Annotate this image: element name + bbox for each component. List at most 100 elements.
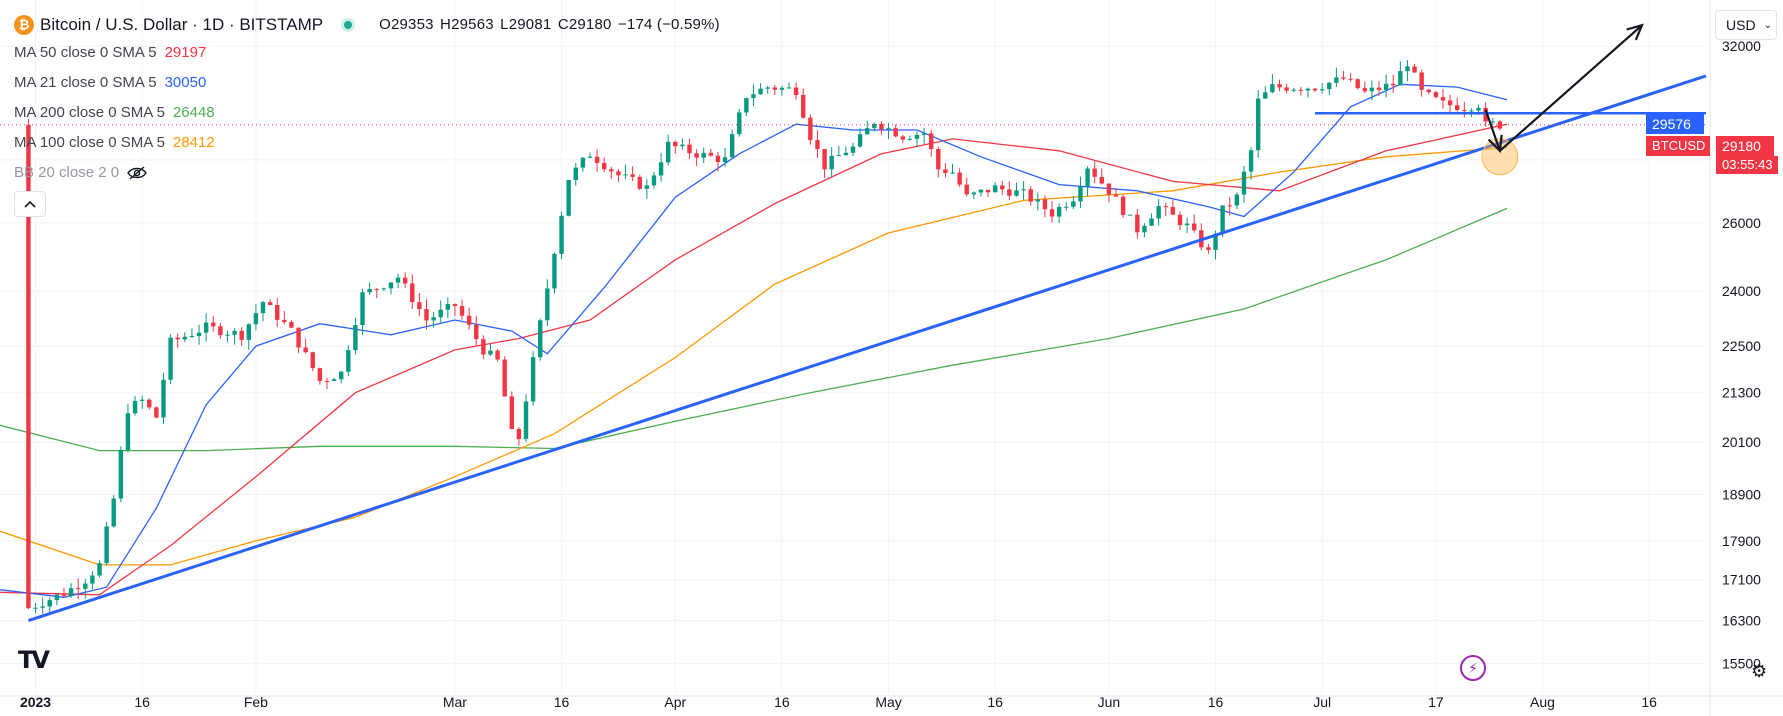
- symbol-title[interactable]: Bitcoin / U.S. Dollar · 1D · BITSTAMP: [40, 15, 324, 34]
- candle: [310, 351, 315, 372]
- candle: [1156, 198, 1161, 226]
- indicator-bb[interactable]: BB 20 close 2 0: [14, 158, 722, 188]
- candle: [950, 163, 955, 175]
- gear-icon[interactable]: ⚙: [1751, 661, 1768, 681]
- indicator-ma-200[interactable]: MA 200 close 0 SMA 5 26448: [14, 98, 722, 128]
- candle: [338, 370, 344, 384]
- candle: [68, 583, 74, 598]
- candle-body: [964, 184, 969, 195]
- candle-body: [1334, 77, 1339, 83]
- candle: [758, 83, 763, 95]
- candle: [772, 84, 778, 96]
- indicator-ma-21[interactable]: MA 21 close 0 SMA 5 30050: [14, 68, 722, 98]
- candle-body: [943, 169, 948, 174]
- candle-body: [466, 315, 472, 325]
- candle-body: [1298, 89, 1304, 91]
- candle-body: [310, 352, 315, 369]
- candle-body: [516, 428, 522, 440]
- candle: [296, 327, 301, 354]
- candle-body: [353, 325, 358, 351]
- candle-body: [523, 401, 529, 440]
- candle: [602, 157, 607, 173]
- candle: [921, 128, 927, 144]
- indicator-ma-50[interactable]: MA 50 close 0 SMA 5 29197: [14, 38, 722, 68]
- indicator-value: 29197: [164, 44, 207, 61]
- candle-body: [1064, 206, 1069, 208]
- candle: [1369, 80, 1375, 101]
- candle: [474, 315, 479, 347]
- candle: [765, 85, 770, 94]
- candle-body: [47, 600, 52, 607]
- candle: [907, 135, 913, 141]
- candle: [964, 177, 969, 197]
- candle-body: [1120, 196, 1126, 215]
- candle-body: [459, 306, 465, 316]
- support-trendline: [27, 74, 1707, 622]
- candle-body: [737, 112, 742, 135]
- market-status-icon[interactable]: [341, 18, 356, 32]
- candle-body: [168, 337, 173, 380]
- candle: [545, 279, 550, 327]
- candle-body: [246, 324, 251, 340]
- candle-body: [161, 379, 166, 418]
- candle: [751, 84, 756, 107]
- candle-body: [971, 192, 977, 195]
- candle-body: [324, 380, 330, 382]
- candle-body: [701, 152, 706, 158]
- candle: [1199, 223, 1204, 251]
- candle: [253, 304, 259, 331]
- currency-select[interactable]: USD ⌄: [1715, 10, 1777, 40]
- collapse-legend-button[interactable]: [14, 191, 46, 217]
- candle-body: [680, 144, 685, 147]
- candle: [637, 174, 642, 191]
- candle-body: [1142, 225, 1147, 233]
- candle: [154, 406, 159, 419]
- eye-off-icon[interactable]: [127, 166, 147, 180]
- candle: [793, 82, 799, 100]
- candle: [203, 313, 209, 342]
- lightning-icon[interactable]: ⚡: [1460, 655, 1486, 681]
- candle-body: [1213, 233, 1218, 250]
- ma-100-line: [0, 146, 1508, 566]
- candle: [1426, 88, 1431, 95]
- candle-body: [744, 98, 749, 113]
- high-value: H29563: [440, 16, 494, 33]
- candle-body: [267, 302, 273, 306]
- candle: [538, 318, 543, 361]
- candle: [161, 372, 166, 425]
- candle-body: [1412, 66, 1417, 73]
- candle: [139, 395, 145, 409]
- candle-body: [1327, 82, 1332, 90]
- price-tick-label: 16300: [1722, 613, 1761, 629]
- level-price-tag: 29576: [1646, 114, 1704, 134]
- candle-body: [1305, 88, 1311, 91]
- candle: [54, 593, 60, 606]
- candle: [445, 297, 451, 319]
- candle: [1355, 78, 1360, 90]
- candle: [1000, 180, 1005, 195]
- candle-body: [1426, 89, 1431, 93]
- candle-body: [367, 288, 372, 293]
- candle: [1042, 195, 1048, 218]
- candle-body: [338, 371, 344, 380]
- candle: [267, 299, 273, 306]
- candle: [957, 168, 962, 187]
- candle-body: [850, 146, 856, 153]
- candle: [808, 114, 813, 145]
- candle: [1028, 186, 1033, 206]
- tradingview-logo-icon[interactable]: TV: [18, 646, 50, 674]
- candle-body: [232, 330, 237, 335]
- candle-body: [139, 399, 145, 401]
- candle-body: [1255, 98, 1261, 151]
- candle: [417, 292, 422, 317]
- candle-body: [914, 134, 920, 139]
- indicator-ma-100[interactable]: MA 100 close 0 SMA 5 28412: [14, 128, 722, 158]
- candle: [609, 166, 614, 179]
- ma-50-path: [0, 123, 1508, 596]
- candle-body: [1455, 105, 1460, 111]
- candle: [594, 149, 600, 172]
- open-value: O29353: [379, 16, 434, 33]
- candle-body: [1248, 150, 1254, 172]
- candle-body: [893, 128, 898, 137]
